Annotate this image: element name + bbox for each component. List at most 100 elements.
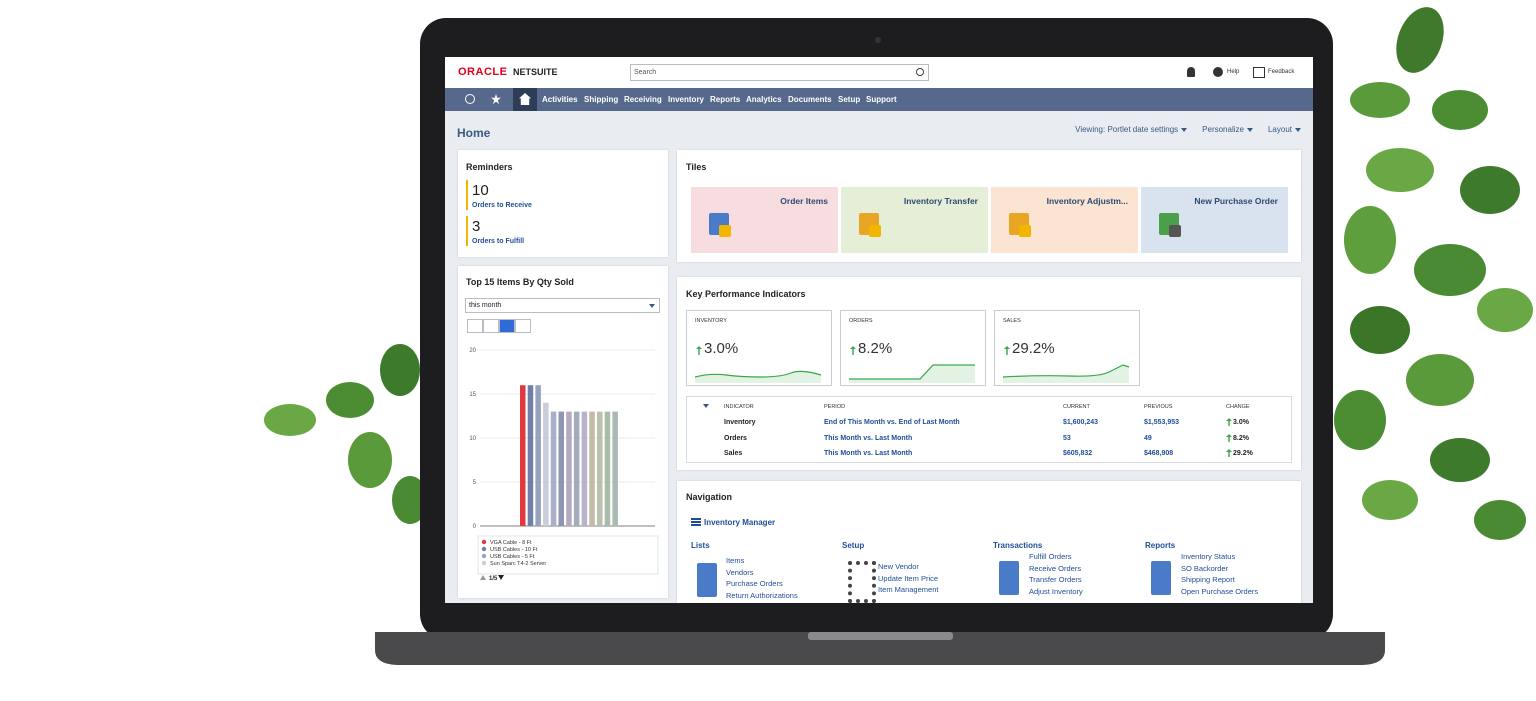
section-link[interactable]: New Vendor <box>878 562 919 571</box>
chart-type-button[interactable] <box>483 319 499 333</box>
section-title: Lists <box>691 541 710 550</box>
legend-pager: 1/5 <box>489 576 498 582</box>
tile-icon-accent <box>869 225 881 237</box>
legend-label: VGA Cable - 8 Ft <box>490 540 532 546</box>
y-tick-label: 0 <box>473 524 477 530</box>
table-cell[interactable]: End of This Month vs. End of Last Month <box>824 419 960 426</box>
section-link[interactable]: Update Item Price <box>878 573 939 583</box>
search-box[interactable]: Search <box>630 64 929 81</box>
nav-item[interactable]: Analytics <box>746 95 782 104</box>
kpi-value: 29.2% <box>1012 340 1055 357</box>
section-link[interactable]: Open Purchase Orders <box>1181 586 1259 596</box>
table-header: PERIOD <box>824 404 846 410</box>
chart-type-button[interactable] <box>467 319 483 333</box>
nav-item[interactable]: Reports <box>710 95 741 104</box>
nav-item[interactable]: Receiving <box>624 95 662 104</box>
nav-item[interactable]: Inventory <box>668 95 705 104</box>
user-icon[interactable] <box>1187 67 1195 77</box>
chart-type-button[interactable] <box>515 319 531 333</box>
help-icon[interactable] <box>1213 67 1223 77</box>
table-cell[interactable]: $468,908 <box>1144 450 1174 457</box>
up-arrow <box>1226 433 1232 442</box>
y-tick-label: 20 <box>469 348 476 354</box>
legend-dot <box>481 560 487 566</box>
reminder-bar <box>466 216 468 246</box>
table-cell[interactable]: $1,553,953 <box>1144 419 1180 426</box>
card-title: Navigation <box>686 492 733 502</box>
plant-left <box>264 344 428 524</box>
nav-item[interactable]: Documents <box>788 95 832 104</box>
section-link[interactable]: Inventory Status <box>1181 552 1236 561</box>
section-link[interactable]: Vendors <box>726 567 754 577</box>
tile-label: Inventory Transfer <box>903 196 978 206</box>
card-title: Reminders <box>466 162 513 172</box>
legend-label: USB Cables - 10 Ft <box>490 547 538 553</box>
up-arrow <box>1004 346 1010 355</box>
table-header: PREVIOUS <box>1144 404 1173 410</box>
dropdown-caret <box>1181 128 1188 132</box>
table-cell[interactable]: This Month vs. Last Month <box>824 450 913 457</box>
section-link[interactable]: Receive Orders <box>1029 563 1082 573</box>
nav-item[interactable]: Shipping <box>584 95 619 104</box>
page-action[interactable]: Personalize <box>1202 125 1253 134</box>
bar <box>573 411 580 526</box>
tile[interactable]: Order Items <box>691 187 838 253</box>
help-label[interactable]: Help <box>1227 69 1240 75</box>
reminder-count: 3 <box>472 218 481 235</box>
table-cell[interactable]: This Month vs. Last Month <box>824 434 913 442</box>
feedback-icon[interactable] <box>1253 67 1265 78</box>
section-title: Reports <box>1145 541 1176 550</box>
section-link[interactable]: Items <box>726 556 745 565</box>
legend-box <box>477 535 659 575</box>
section-link[interactable]: Transfer Orders <box>1029 575 1082 584</box>
kpi-box: ORDERS 8.2% <box>840 310 986 386</box>
recent-icon[interactable] <box>465 94 475 104</box>
section-link[interactable]: Return Authorizations <box>726 590 798 600</box>
nav-item[interactable]: Setup <box>838 95 861 104</box>
tile[interactable]: New Purchase Order <box>1141 187 1288 253</box>
bar <box>589 411 595 526</box>
header: ORACLE NETSUITE Search Help Feedback <box>445 57 1313 88</box>
page-action[interactable]: Layout <box>1268 125 1301 134</box>
table-cell[interactable]: $605,832 <box>1063 450 1093 457</box>
pager-next <box>498 575 504 580</box>
arrow-shape <box>1226 418 1232 426</box>
bar <box>612 411 618 526</box>
page-action[interactable]: Viewing: Portlet date settings <box>1075 125 1188 134</box>
reminder-label[interactable]: Orders to Fulfill <box>472 238 525 245</box>
nav-item[interactable]: Support <box>866 95 897 104</box>
section-link[interactable]: Item Management <box>878 585 939 594</box>
table-cell[interactable]: 49 <box>1144 434 1152 442</box>
nav-item[interactable]: Activities <box>542 95 578 104</box>
tile[interactable]: Inventory Adjustm... <box>991 187 1138 253</box>
period-select[interactable]: this month <box>465 298 660 313</box>
tiles-card: Tiles Order Items Inventory Transfer Invent… <box>677 150 1301 262</box>
section-link[interactable]: Fulfill Orders <box>1029 552 1072 561</box>
center-name[interactable]: Inventory Manager <box>704 518 776 527</box>
table-cell[interactable]: $1,600,243 <box>1063 419 1099 426</box>
dropdown-caret <box>1295 128 1301 132</box>
home-button[interactable] <box>513 88 537 111</box>
reminder-count: 10 <box>472 182 489 199</box>
arrow-shape <box>1226 433 1232 442</box>
table-cell[interactable]: 53 <box>1063 434 1071 442</box>
section-link[interactable]: Adjust Inventory <box>1029 586 1083 596</box>
feedback-label[interactable]: Feedback <box>1268 69 1295 75</box>
card-title: Top 15 Items By Qty Sold <box>466 277 574 287</box>
favorites-icon[interactable] <box>491 94 501 104</box>
y-tick-label: 15 <box>469 392 476 398</box>
section-link[interactable]: Shipping Report <box>1181 575 1235 584</box>
section-icon <box>999 561 1019 595</box>
search-placeholder: Search <box>634 69 657 76</box>
table-cell: 29.2% <box>1233 450 1253 457</box>
chart-type-button[interactable] <box>499 319 515 333</box>
reminder-label[interactable]: Orders to Receive <box>472 202 532 209</box>
legend-dot <box>481 539 487 545</box>
table-cell: Orders <box>724 434 747 442</box>
section-link[interactable]: Purchase Orders <box>726 579 783 588</box>
up-arrow <box>696 346 702 355</box>
tile[interactable]: Inventory Transfer <box>841 187 988 253</box>
section-link[interactable]: SO Backorder <box>1181 563 1229 573</box>
kpi-value: 8.2% <box>858 340 893 357</box>
